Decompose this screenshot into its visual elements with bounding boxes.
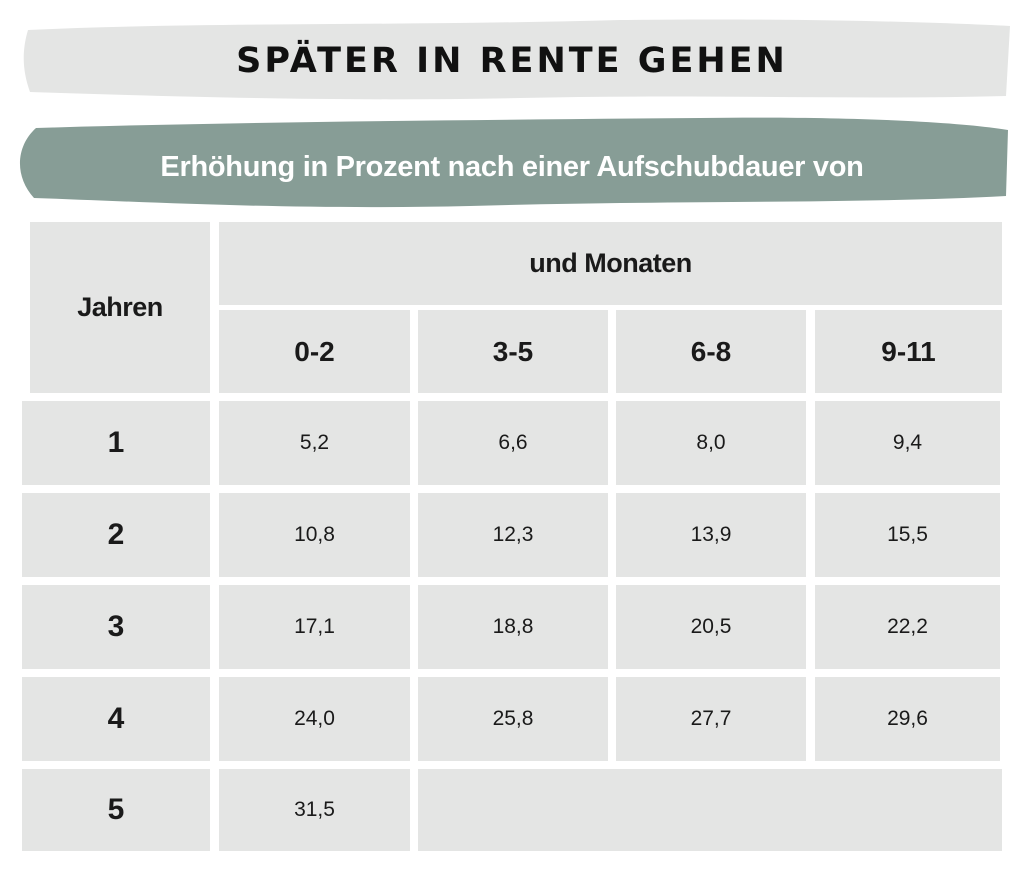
page-title: SPÄTER IN RENTE GEHEN — [236, 41, 788, 81]
year-row-header: 1 — [22, 401, 210, 485]
table-cell: 31,5 — [219, 769, 410, 851]
empty-cell — [418, 769, 1002, 851]
title-banner — [23, 19, 1010, 100]
subtitle-banner — [19, 117, 1008, 208]
table-cell: 17,1 — [219, 585, 410, 669]
month-column-header: 0-2 — [219, 310, 410, 393]
month-column-header: 9-11 — [815, 310, 1002, 393]
table-cell: 27,7 — [616, 677, 806, 761]
table-cell: 8,0 — [616, 401, 806, 485]
table-cell: 5,2 — [219, 401, 410, 485]
year-row-header: 2 — [22, 493, 210, 577]
table-cell: 12,3 — [418, 493, 608, 577]
table-cell: 29,6 — [815, 677, 1000, 761]
table-cell: 20,5 — [616, 585, 806, 669]
table-subtitle: Erhöhung in Prozent nach einer Aufschubd… — [160, 150, 864, 183]
month-column-header: 3-5 — [418, 310, 608, 393]
table-cell: 13,9 — [616, 493, 806, 577]
table-cell: 15,5 — [815, 493, 1000, 577]
years-header: Jahren — [30, 222, 210, 393]
table-cell: 24,0 — [219, 677, 410, 761]
months-header: und Monaten — [219, 222, 1002, 305]
year-row-header: 4 — [22, 677, 210, 761]
table-cell: 22,2 — [815, 585, 1000, 669]
month-column-header: 6-8 — [616, 310, 806, 393]
table-cell: 6,6 — [418, 401, 608, 485]
table-cell: 10,8 — [219, 493, 410, 577]
table-cell: 9,4 — [815, 401, 1000, 485]
year-row-header: 3 — [22, 585, 210, 669]
year-row-header: 5 — [22, 769, 210, 851]
table-cell: 25,8 — [418, 677, 608, 761]
table-cell: 18,8 — [418, 585, 608, 669]
